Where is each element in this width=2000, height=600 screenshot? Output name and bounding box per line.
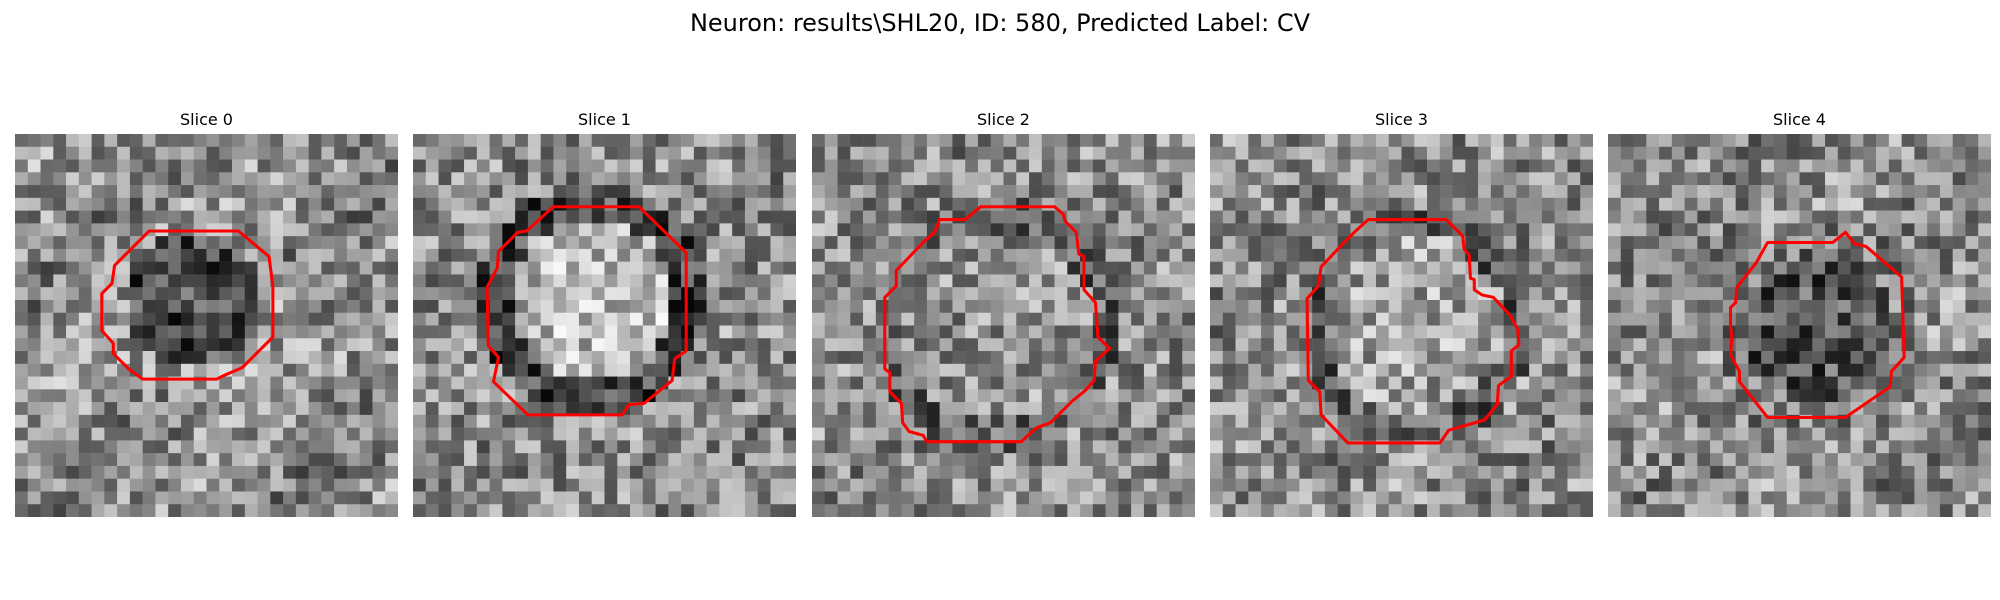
roi-contour — [485, 205, 688, 417]
slice-title-4: Slice 4 — [1773, 110, 1826, 129]
slice-panel-3: Slice 3 — [1210, 109, 1593, 543]
slice-image-0 — [15, 134, 398, 517]
slice-title-3: Slice 3 — [1375, 110, 1428, 129]
slice-image-1 — [413, 134, 796, 517]
slice-panel-2: Slice 2 — [812, 109, 1195, 543]
roi-contour — [1305, 218, 1521, 445]
figure-title: Neuron: results\SHL20, ID: 580, Predicte… — [689, 9, 1311, 37]
slice-image-2 — [812, 134, 1195, 517]
slice-panel-1: Slice 1 — [413, 109, 796, 543]
roi-contour — [100, 229, 275, 381]
slice-title-1: Slice 1 — [578, 110, 631, 129]
slice-image-3 — [1210, 134, 1593, 517]
slice-title-0: Slice 0 — [180, 110, 233, 129]
slice-pixels — [413, 134, 796, 517]
slice-pixels — [812, 134, 1195, 517]
slice-pixels — [1608, 134, 1991, 517]
slice-pixels — [15, 134, 398, 517]
roi-contour — [1729, 230, 1906, 419]
slice-title-2: Slice 2 — [977, 110, 1030, 129]
slice-pixels — [1210, 134, 1593, 517]
roi-contour — [883, 205, 1111, 444]
slice-panel-4: Slice 4 — [1608, 109, 1991, 543]
slice-image-4 — [1608, 134, 1991, 517]
slice-panel-0: Slice 0 — [15, 109, 398, 543]
